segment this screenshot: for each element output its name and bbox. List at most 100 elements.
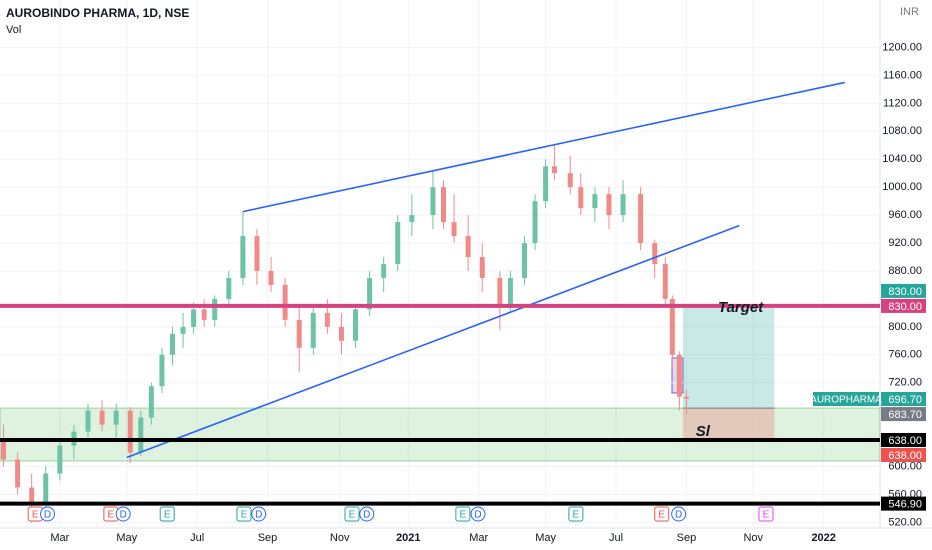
y-tick-label: 520.00 xyxy=(888,516,922,528)
candle-body xyxy=(282,284,288,320)
candle-body xyxy=(465,236,471,258)
candle-body xyxy=(29,487,35,505)
candle-body xyxy=(430,187,436,216)
candle-body xyxy=(497,277,503,306)
candle-body xyxy=(578,187,584,209)
candle-body xyxy=(638,194,644,244)
event-badge xyxy=(236,506,252,522)
event-badge xyxy=(40,506,56,522)
candle-body xyxy=(381,264,387,278)
x-tick-label: May xyxy=(535,532,556,544)
candle-body xyxy=(441,187,447,223)
candle-body xyxy=(113,410,119,425)
candle-body xyxy=(395,222,401,264)
y-tick-label: 600.00 xyxy=(888,460,922,472)
price-tag-label: 683.70 xyxy=(888,409,922,421)
y-tick-label: 720.00 xyxy=(888,377,922,389)
event-label: E xyxy=(164,510,171,521)
event-badge xyxy=(758,506,774,522)
x-tick-label: Sep xyxy=(677,532,697,544)
symbol-tag xyxy=(813,392,879,407)
plot xyxy=(0,0,881,528)
event-label: D xyxy=(120,510,127,521)
candle-body xyxy=(676,354,682,397)
candle-body xyxy=(212,298,218,320)
x-tick-label: May xyxy=(116,532,137,544)
event-label: E xyxy=(349,510,356,521)
event-badge xyxy=(251,506,267,522)
candle-body xyxy=(507,277,513,306)
price-tag-label: 830.00 xyxy=(888,286,922,298)
y-tick-label: 960.00 xyxy=(888,209,922,221)
trendline xyxy=(126,224,740,459)
y-tick-label: 1040.00 xyxy=(882,153,922,165)
event-label: E xyxy=(573,510,580,521)
y-tick-label: 1200.00 xyxy=(882,41,922,53)
y-tick-label: 760.00 xyxy=(888,349,922,361)
candle-body xyxy=(127,410,133,453)
target-box xyxy=(682,305,775,409)
candle-body xyxy=(226,277,232,299)
candle-body xyxy=(254,236,260,271)
trendline xyxy=(242,81,845,213)
candle-body xyxy=(180,326,186,334)
candle-body xyxy=(669,298,675,355)
candle-body xyxy=(310,312,316,348)
candle-body xyxy=(57,445,63,474)
x-tick-label: Mar xyxy=(469,532,488,544)
price-tag xyxy=(881,496,926,511)
price-tag xyxy=(881,407,926,422)
candle-body xyxy=(296,319,302,348)
event-label: E xyxy=(32,510,39,521)
x-tick-label: Jul xyxy=(609,532,623,544)
price-tag xyxy=(881,392,926,407)
candle-body xyxy=(532,201,538,244)
event-badge xyxy=(115,506,131,522)
candle-body xyxy=(268,270,274,285)
stop-label: Sl xyxy=(696,423,711,440)
candle-body xyxy=(353,309,359,341)
currency: INR xyxy=(900,6,919,18)
event-badge xyxy=(344,506,360,522)
event-badge xyxy=(568,506,584,522)
price-tag xyxy=(881,298,926,313)
symbol-tag-label: AUROPHARMA xyxy=(810,395,882,406)
candle-body xyxy=(240,236,246,278)
candle-body xyxy=(451,222,457,237)
candle-body xyxy=(169,333,175,355)
price-tag-label: 696.70 xyxy=(888,394,922,406)
event-badge xyxy=(470,506,486,522)
candle-body xyxy=(521,243,527,278)
price-tag xyxy=(881,448,926,462)
y-tick-label: 1160.00 xyxy=(883,69,922,81)
y-tick-label: 1000.00 xyxy=(882,181,922,193)
candle-body xyxy=(148,386,154,418)
x-tick-label: 2021 xyxy=(396,532,420,544)
candle-body xyxy=(620,194,626,216)
candle-body xyxy=(683,396,689,399)
event-label: D xyxy=(363,510,370,521)
support-zone xyxy=(0,407,881,462)
candle-body xyxy=(662,264,668,299)
price-tag-label: 638.00 xyxy=(888,435,922,447)
candle-body xyxy=(191,309,197,327)
candle-body xyxy=(606,194,612,216)
target-label: Target xyxy=(718,299,764,316)
subtitle: Vol xyxy=(6,24,21,36)
x-tick-label: Nov xyxy=(330,532,350,544)
candle-body xyxy=(367,277,373,310)
chart-title: AUROBINDO PHARMA, 1D, NSE xyxy=(6,6,189,20)
event-label: E xyxy=(241,510,248,521)
candle-body xyxy=(338,326,344,341)
candle-body xyxy=(543,166,549,202)
candle-body xyxy=(43,473,49,505)
event-badge xyxy=(455,506,471,522)
y-tick-label: 880.00 xyxy=(888,265,922,277)
x-tick-label: Mar xyxy=(50,532,69,544)
candle-body xyxy=(324,312,330,327)
x-tick-label: 2022 xyxy=(811,532,835,544)
candle-body xyxy=(567,173,573,188)
event-label: D xyxy=(675,510,682,521)
